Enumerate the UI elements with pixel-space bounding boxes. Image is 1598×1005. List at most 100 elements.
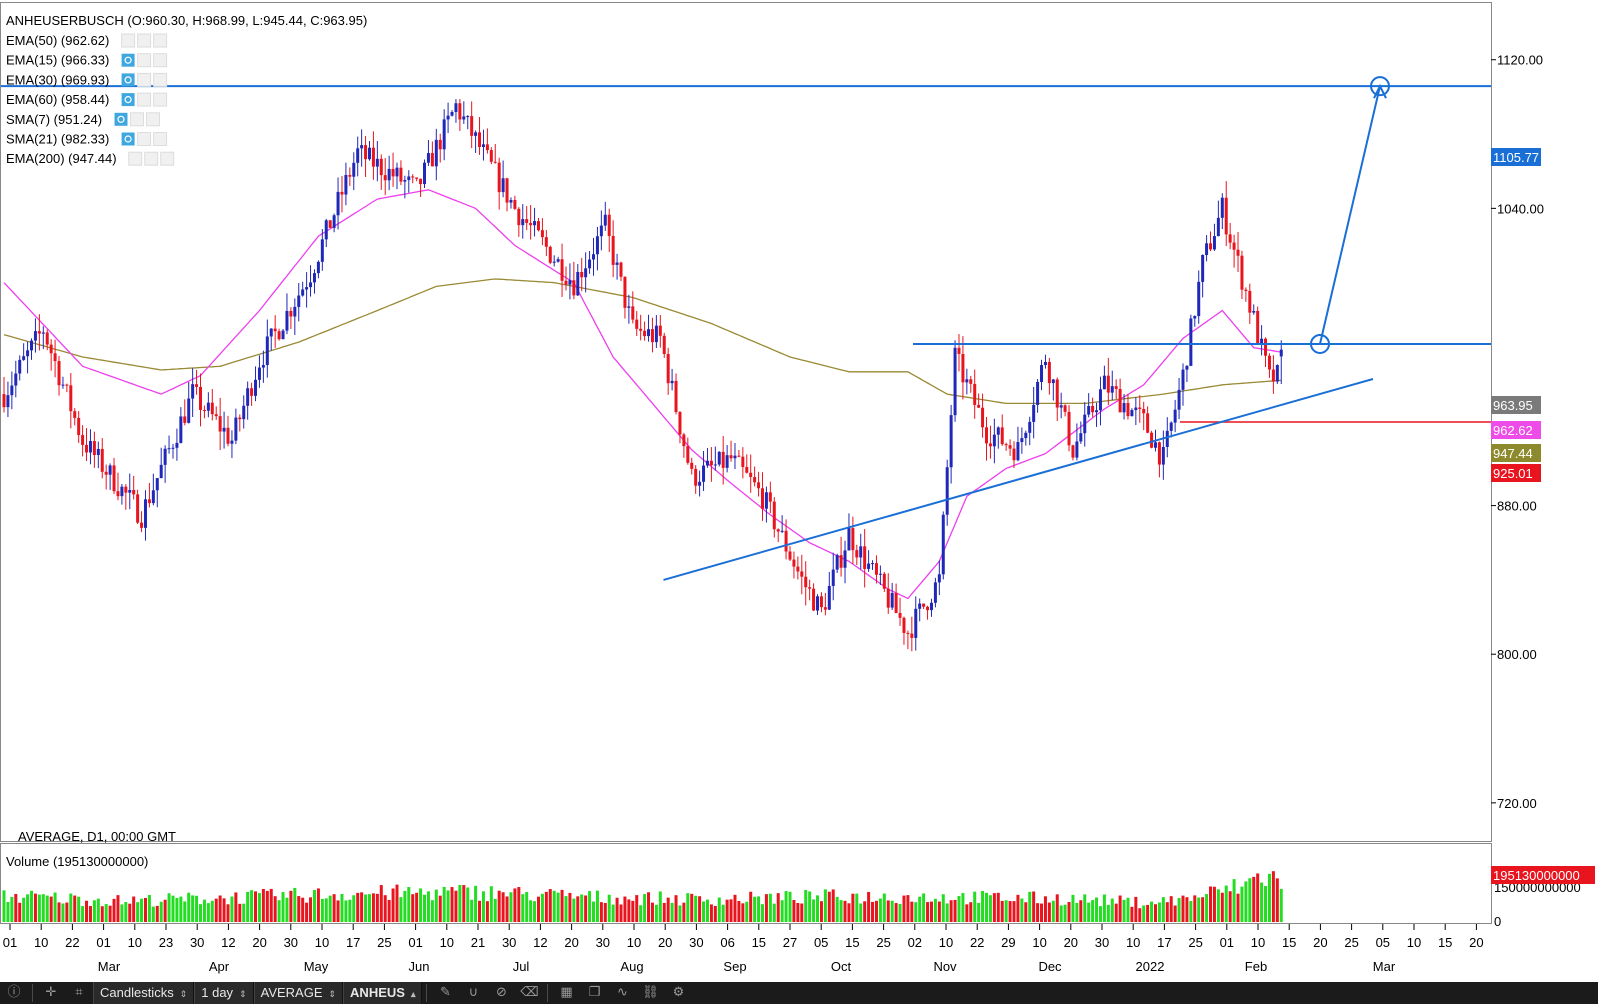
candle-body — [202, 409, 206, 411]
x-tick-label: 22 — [65, 935, 79, 950]
volume-bar — [37, 894, 41, 922]
volume-bar — [592, 901, 595, 922]
volume-bar — [1067, 901, 1071, 922]
symbol-select[interactable]: ANHEUS ▴ — [343, 982, 423, 1004]
volume-bar — [1063, 904, 1067, 922]
candle-body — [226, 427, 230, 444]
volume-bar — [49, 896, 53, 922]
candle-body — [403, 180, 407, 182]
candlesticks — [2, 99, 1283, 652]
volume-bar — [949, 900, 953, 922]
volume-bar — [957, 896, 961, 922]
volume-bar — [937, 901, 941, 922]
candle-body — [159, 464, 163, 479]
source-select[interactable]: AVERAGE ⇕ — [253, 982, 344, 1004]
clone-icon[interactable]: ❐ — [588, 985, 601, 1000]
volume-bar — [768, 893, 772, 922]
candle-body — [387, 168, 391, 181]
x-tick-label: 10 — [34, 935, 48, 950]
volume-bar — [611, 904, 615, 922]
candle-body — [686, 446, 690, 463]
candle-body — [466, 116, 470, 118]
info-icon[interactable]: ⓘ — [7, 985, 21, 1000]
volume-bar — [1228, 891, 1232, 922]
volume-bar — [678, 905, 682, 922]
candle-body — [442, 119, 446, 150]
volume-bar — [509, 892, 513, 922]
volume-bar — [572, 898, 576, 922]
interval-select[interactable]: 1 day ⇕ — [194, 982, 254, 1004]
volume-bar — [1209, 886, 1213, 922]
candle-body — [792, 559, 796, 567]
volume-bar — [784, 891, 788, 922]
volume-bar — [505, 896, 509, 922]
candle-body — [662, 335, 666, 354]
chart-type-select[interactable]: Candlesticks ⇕ — [93, 982, 195, 1004]
volume-bar — [116, 895, 120, 922]
volume-bar — [874, 900, 878, 922]
candle-body — [882, 573, 886, 589]
volume-bar — [1220, 892, 1224, 922]
volume-bar — [1248, 878, 1252, 922]
candle-body — [670, 380, 674, 384]
volume-bar — [529, 900, 533, 922]
crop-icon[interactable]: ⌗ — [75, 985, 83, 1000]
candle-body — [1146, 413, 1150, 433]
candle-body — [391, 168, 395, 177]
candle-body — [698, 481, 702, 486]
bottom-toolbar: ⓘ ✛ ⌗ Candlesticks ⇕ 1 day ⇕ AVERAGE ⇕ ANHE… — [0, 982, 1598, 1004]
candle-body — [269, 328, 273, 337]
volume-bar — [926, 902, 930, 922]
candle-body — [902, 617, 906, 633]
x-tick-label: 25 — [876, 935, 890, 950]
candle-body — [957, 347, 961, 354]
layout-icon[interactable]: ▦ — [560, 985, 573, 1000]
candle-body — [741, 456, 745, 467]
volume-bar — [371, 893, 375, 922]
trash-icon[interactable]: ⌫ — [520, 985, 539, 1000]
candle-body — [474, 132, 478, 136]
magnet-icon[interactable]: ∪ — [468, 985, 479, 1000]
candle-body — [886, 588, 890, 608]
volume-bar — [191, 895, 195, 922]
volume-bar — [686, 893, 690, 922]
link-icon[interactable]: ⛓ — [642, 985, 659, 1000]
gear-icon — [137, 132, 152, 146]
candle-body — [674, 380, 678, 413]
volume-bar — [961, 893, 965, 922]
crosshair-icon[interactable]: ✛ — [45, 985, 57, 1000]
candle-body — [568, 280, 572, 285]
x-tick-label: 20 — [1064, 935, 1078, 950]
candle-body — [175, 442, 179, 448]
source-label: AVERAGE, D1, 00:00 GMT — [18, 829, 176, 844]
pencil-icon[interactable]: ✎ — [440, 985, 451, 1000]
eye-icon-pupil — [124, 95, 132, 104]
candle-body — [639, 328, 643, 331]
candle-body — [835, 555, 839, 570]
hide-drawings-icon[interactable]: ⊘ — [496, 985, 507, 1000]
chevron-updown-icon: ⇕ — [239, 989, 247, 999]
candle-body — [1181, 369, 1185, 390]
volume-bar — [674, 895, 678, 922]
x-tick-label: 15 — [1438, 935, 1452, 950]
indicator-icon[interactable]: ∿ — [617, 985, 628, 1000]
volume-bar — [973, 891, 977, 922]
candle-body — [458, 103, 462, 120]
candle-body — [517, 208, 521, 226]
candle-body — [977, 404, 981, 408]
gear-icon — [137, 72, 152, 87]
candle-body — [1083, 414, 1087, 434]
volume-bar — [1102, 894, 1106, 922]
volume-bar — [639, 905, 643, 922]
settings-icon[interactable]: ⚙ — [672, 985, 685, 1000]
candle-body — [592, 254, 595, 260]
candle-body — [1264, 338, 1268, 356]
drawings[interactable] — [1, 76, 1491, 581]
volume-bar — [631, 900, 635, 922]
candle-body — [658, 325, 662, 336]
candle-body — [434, 139, 438, 167]
chart-type-label: Candlesticks — [100, 985, 174, 1000]
x-tick-label: 20 — [252, 935, 266, 950]
candle-body — [1071, 445, 1075, 458]
